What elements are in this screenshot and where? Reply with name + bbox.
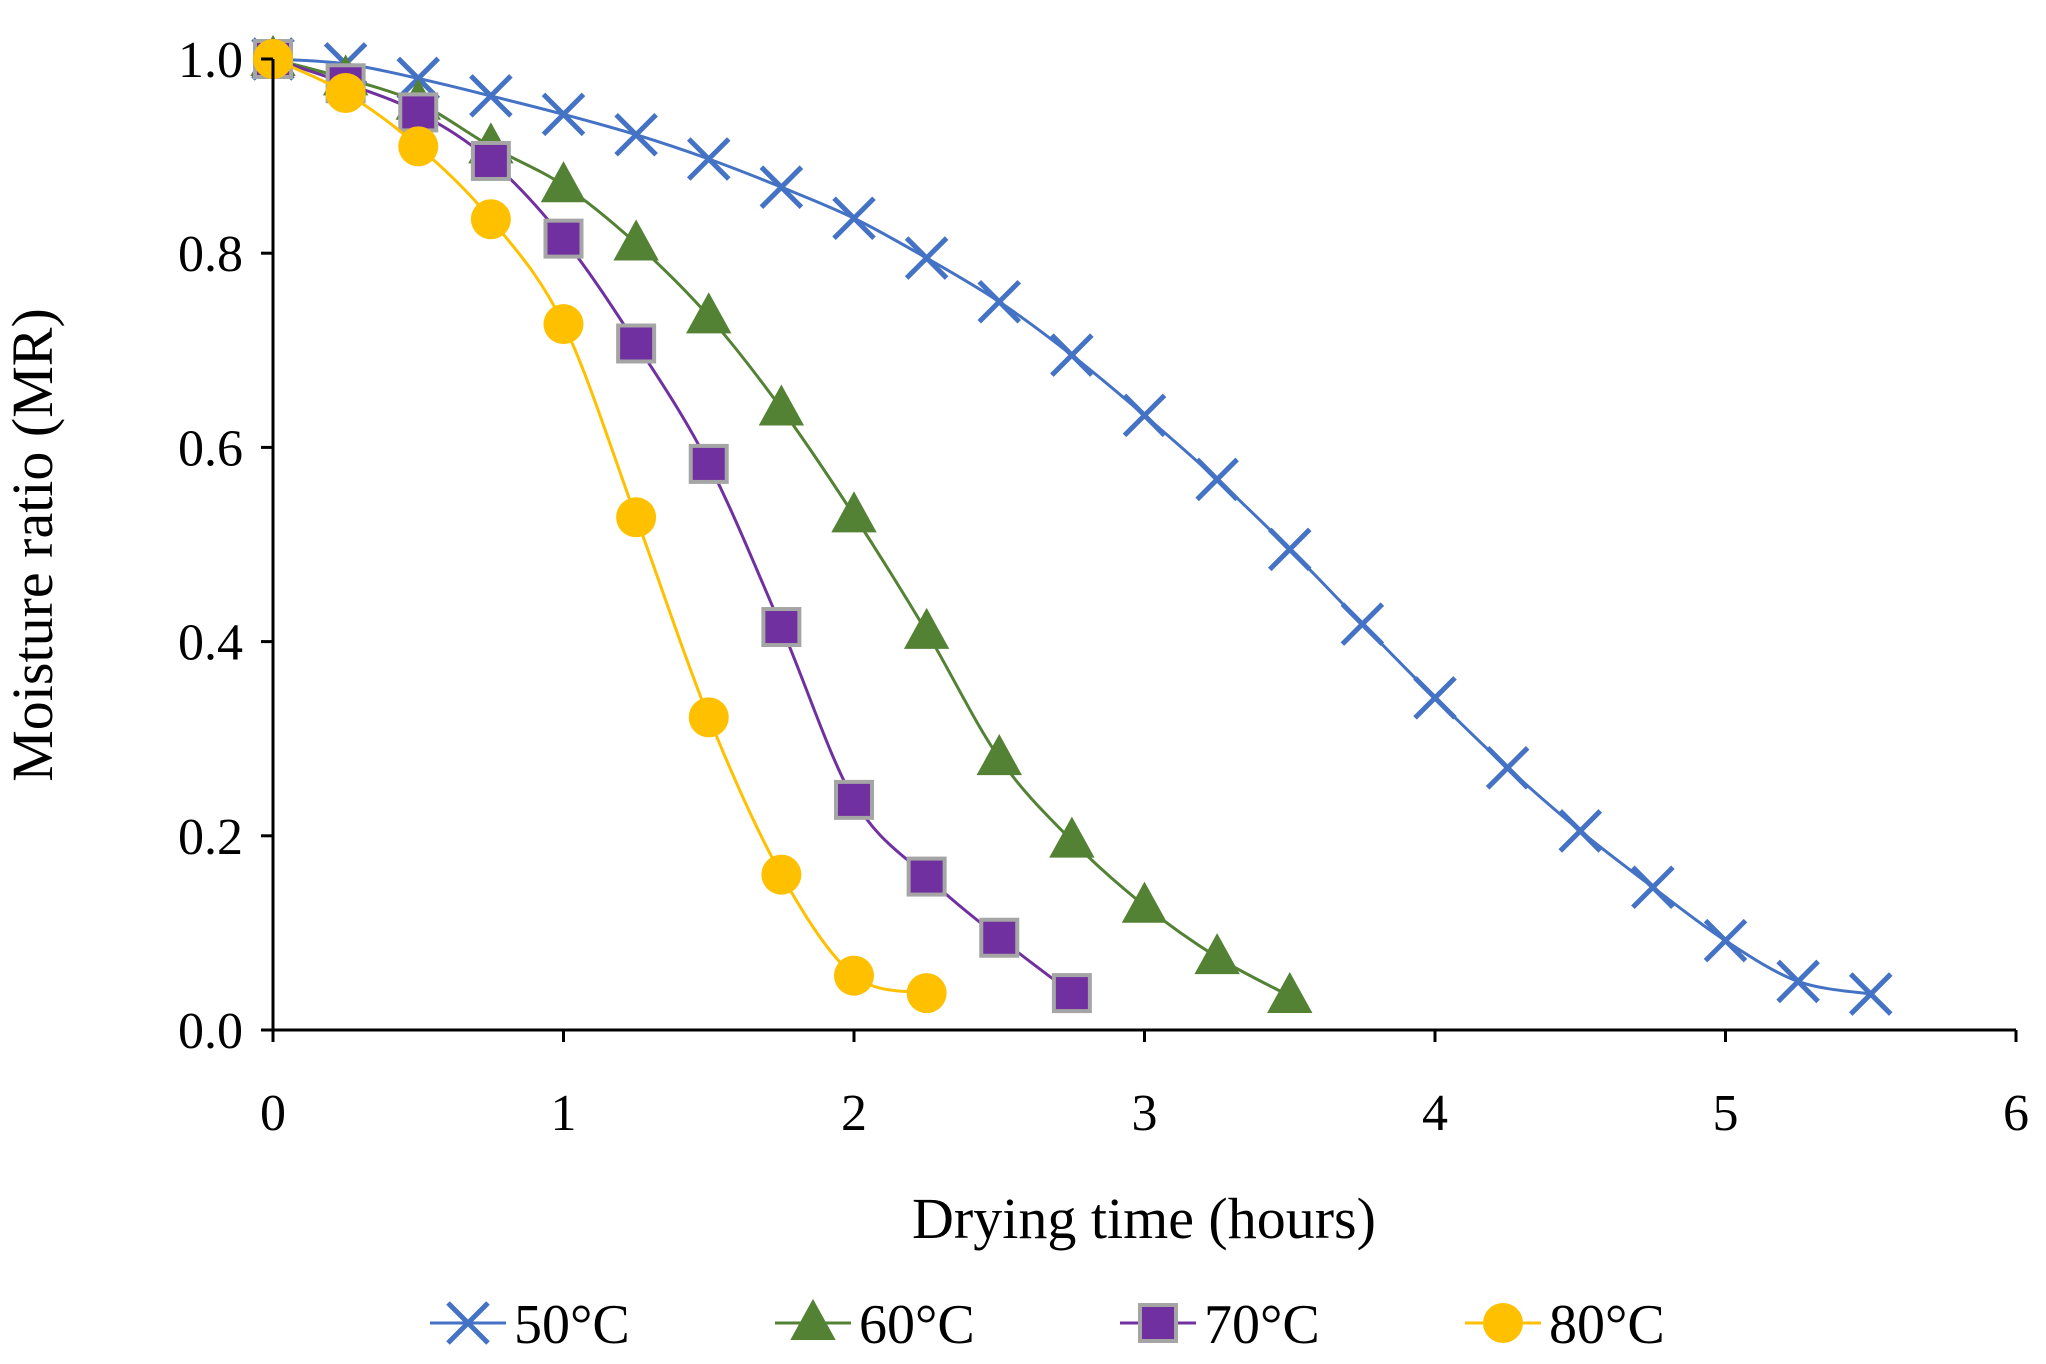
y-tick-label: 0.2 (178, 809, 243, 866)
data-point (831, 491, 877, 533)
data-point (541, 92, 586, 137)
data-point (834, 779, 874, 820)
data-point (758, 384, 805, 426)
data-point (616, 323, 657, 364)
data-point (977, 279, 1022, 324)
data-point (761, 607, 802, 648)
x-tick-label: 6 (2003, 1085, 2029, 1142)
data-point (1267, 971, 1313, 1014)
x-tick-label: 1 (551, 1085, 577, 1142)
data-point (614, 112, 658, 157)
data-point (543, 218, 584, 259)
series-line (272, 57, 1291, 998)
data-point (1413, 676, 1457, 720)
data-point (396, 56, 441, 101)
data-point (688, 697, 729, 738)
data-point (976, 734, 1022, 776)
axes: 0 1 2 3 4 5 6 0.0 0.2 0.4 0.6 0.8 1.0 (178, 32, 2029, 1142)
x-tick-label: 5 (1713, 1085, 1739, 1142)
legend-item: 60°C (775, 1294, 975, 1356)
data-point (1194, 933, 1240, 975)
legend-item: 70°C (1120, 1294, 1320, 1356)
x-axis-title: Drying time (hours) (912, 1186, 1376, 1251)
data-point (686, 137, 731, 181)
legend-label: 70°C (1204, 1294, 1320, 1356)
legend-item: 80°C (1465, 1294, 1665, 1356)
legend: 50°C 60°C 70°C 80°C (430, 1294, 1665, 1356)
data-point (616, 497, 657, 538)
data-point (543, 304, 584, 345)
data-point (540, 161, 587, 203)
data-point (1051, 973, 1092, 1014)
x-tick-label: 4 (1422, 1085, 1448, 1142)
data-point (1049, 816, 1095, 858)
series-70c (253, 39, 1092, 1014)
data-point (688, 443, 729, 484)
data-point (979, 917, 1020, 958)
series-line (272, 57, 1073, 995)
x-tick-label: 3 (1132, 1085, 1158, 1142)
x-tick-label: 0 (260, 1085, 286, 1142)
legend-label: 60°C (859, 1294, 975, 1356)
data-point (1558, 809, 1603, 853)
legend-label: 50°C (514, 1294, 630, 1356)
legend-item: 50°C (430, 1294, 630, 1356)
data-point (1340, 602, 1385, 646)
data-point (904, 236, 949, 280)
data-point (1848, 972, 1893, 1016)
legend-marker (446, 1301, 490, 1345)
data-point (1703, 918, 1748, 963)
series-line (272, 57, 927, 995)
series-50c (251, 37, 1893, 1016)
data-point (325, 72, 366, 113)
legend-marker (1483, 1303, 1523, 1343)
y-tick-label: 0.4 (178, 615, 243, 672)
data-point (759, 165, 804, 209)
data-point (1050, 333, 1094, 377)
x-tick-label: 2 (841, 1085, 867, 1142)
data-point (1267, 527, 1312, 572)
legend-label: 80°C (1549, 1294, 1665, 1356)
data-point (686, 292, 732, 334)
data-point (761, 854, 802, 895)
data-point (469, 74, 513, 118)
data-point (1195, 457, 1239, 502)
data-point (470, 140, 511, 181)
data-point (1122, 393, 1167, 438)
data-point (1776, 959, 1820, 1004)
series-80c (253, 39, 947, 1014)
data-point (398, 126, 439, 167)
y-tick-label: 0.8 (178, 226, 243, 283)
data-point (1631, 865, 1675, 910)
data-point (613, 219, 659, 261)
data-point (1485, 746, 1530, 790)
y-tick-label: 0.0 (178, 1003, 243, 1060)
data-point (398, 92, 439, 133)
legend-marker (1138, 1303, 1178, 1343)
legend-marker (790, 1298, 836, 1340)
y-tick-label: 1.0 (178, 32, 243, 89)
data-point (906, 856, 947, 897)
y-axis-title: Moisture ratio (MR) (0, 308, 65, 782)
data-point (1121, 881, 1168, 923)
data-point (903, 607, 950, 649)
plot-area (250, 34, 1893, 1016)
y-tick-label: 0.6 (178, 420, 243, 477)
data-point (832, 196, 876, 241)
data-point (834, 955, 874, 996)
data-point (906, 973, 947, 1014)
data-point (470, 199, 511, 240)
